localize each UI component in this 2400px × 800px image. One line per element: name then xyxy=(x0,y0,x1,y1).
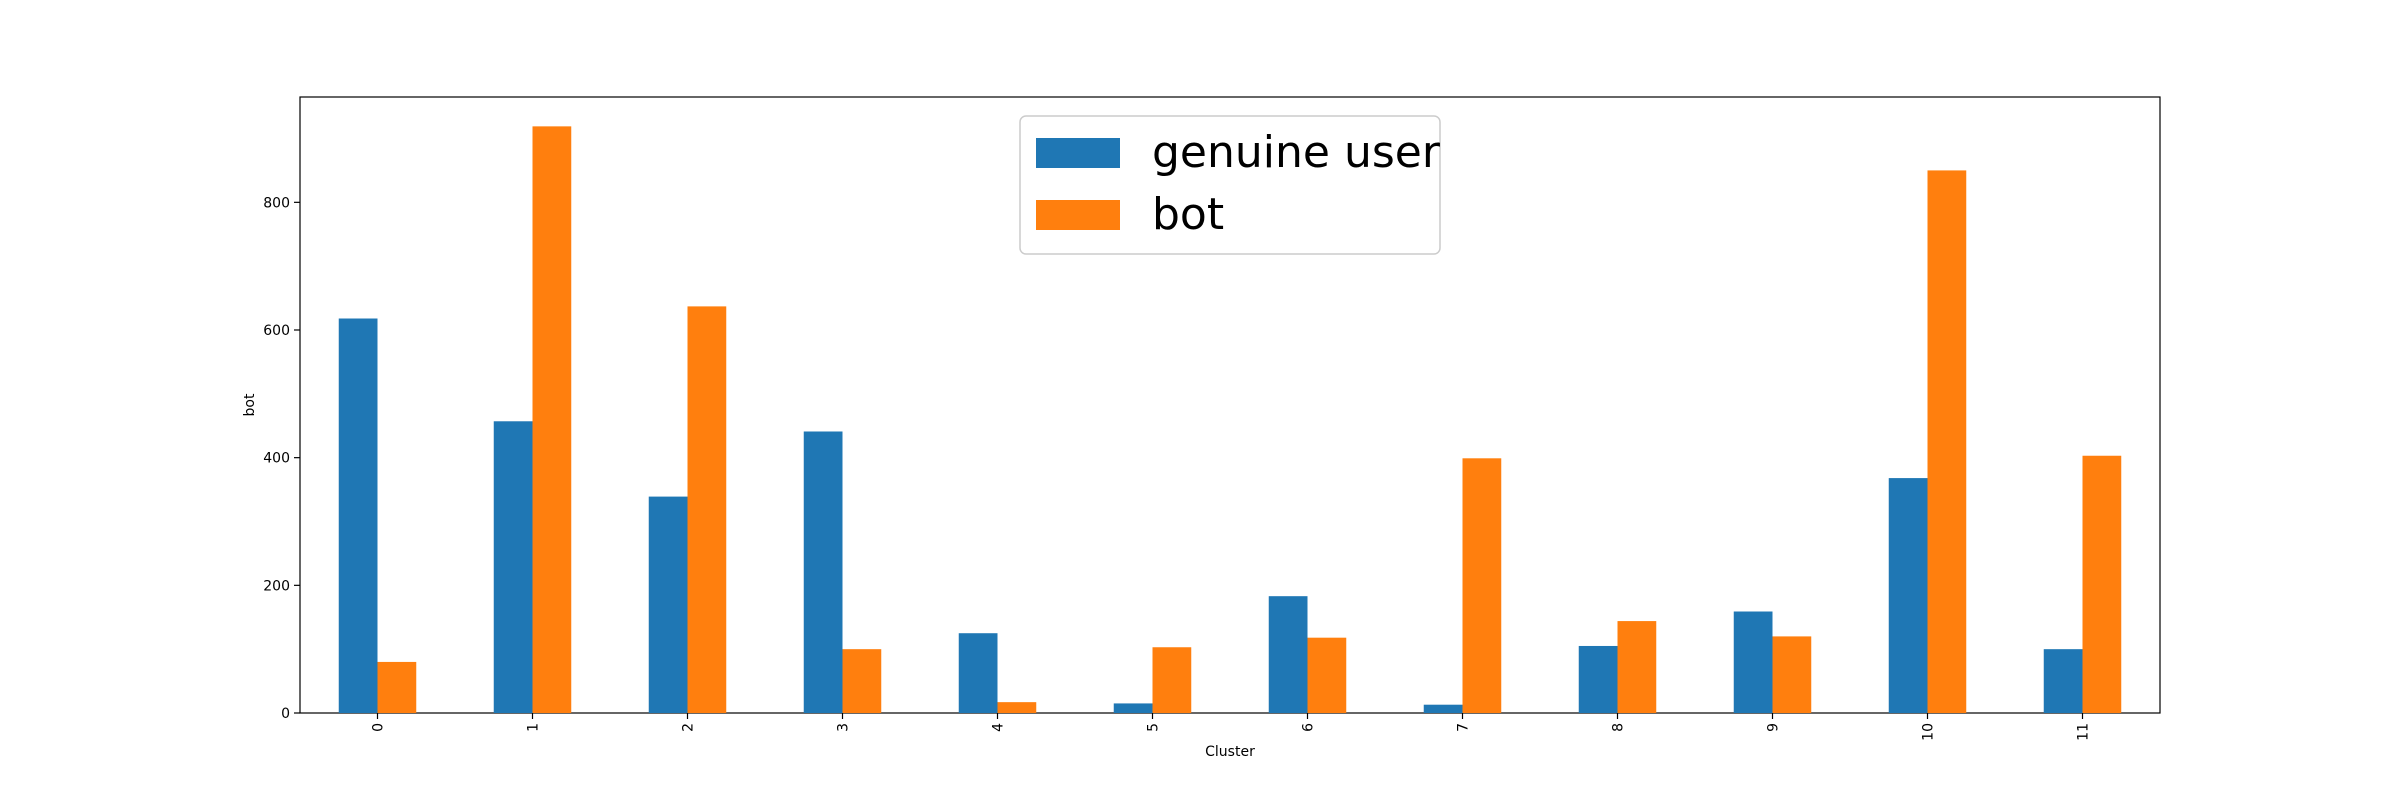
x-tick-label: 9 xyxy=(1766,723,1782,732)
x-tick-label: 5 xyxy=(1146,723,1162,732)
x-tick-label: 0 xyxy=(371,723,387,732)
y-tick-label: 400 xyxy=(263,451,290,467)
y-axis: 0 200 400 600 800 xyxy=(263,195,300,722)
bar-bot-3 xyxy=(842,649,882,713)
legend-swatch-genuine-user xyxy=(1036,138,1120,168)
y-tick-label: 0 xyxy=(281,706,290,722)
bar-genuine-user-0 xyxy=(338,318,378,713)
bar-genuine-user-9 xyxy=(1733,611,1773,713)
bar-genuine-user-3 xyxy=(803,431,843,713)
bar-genuine-user-4 xyxy=(958,633,998,713)
y-axis-label: bot xyxy=(242,393,258,416)
bar-genuine-user-2 xyxy=(648,496,688,713)
bars-layer xyxy=(338,126,2122,714)
bar-bot-0 xyxy=(377,661,417,713)
x-tick-label: 10 xyxy=(1921,723,1937,741)
legend: genuine user bot xyxy=(1019,115,1441,255)
x-tick-label: 3 xyxy=(836,723,852,732)
bar-bot-2 xyxy=(687,306,727,713)
bar-bot-10 xyxy=(1927,170,1967,713)
x-tick-label: 4 xyxy=(991,723,1007,732)
x-tick-label: 8 xyxy=(1611,723,1627,732)
y-tick-label: 600 xyxy=(263,323,290,339)
y-tick-label: 200 xyxy=(263,578,290,594)
bar-bot-7 xyxy=(1462,458,1502,713)
bar-genuine-user-6 xyxy=(1268,596,1308,713)
legend-label-genuine-user: genuine user xyxy=(1152,127,1441,178)
y-tick-label: 800 xyxy=(263,195,290,211)
bar-genuine-user-8 xyxy=(1578,645,1618,713)
legend-box xyxy=(1019,115,1441,255)
bar-bot-6 xyxy=(1307,637,1347,713)
x-axis-label: Cluster xyxy=(1205,744,1255,760)
bar-bot-11 xyxy=(2082,455,2122,713)
bar-genuine-user-10 xyxy=(1888,478,1928,713)
x-tick-label: 2 xyxy=(681,723,697,732)
bar-genuine-user-5 xyxy=(1113,703,1153,713)
bar-bot-8 xyxy=(1617,621,1657,713)
x-tick-label: 11 xyxy=(2076,723,2092,741)
bar-bot-9 xyxy=(1772,636,1812,713)
x-tick-label: 7 xyxy=(1456,723,1472,732)
plot-area-frame xyxy=(299,96,2161,714)
legend-swatch-bot xyxy=(1036,200,1120,230)
bar-genuine-user-1 xyxy=(493,421,533,713)
legend-label-bot: bot xyxy=(1152,189,1224,240)
bar-bot-5 xyxy=(1152,647,1192,713)
x-tick-label: 6 xyxy=(1301,723,1317,732)
bar-bot-4 xyxy=(997,702,1037,713)
x-axis: 0 1 2 3 4 5 6 7 8 9 10 11 xyxy=(371,713,2092,741)
bar-genuine-user-7 xyxy=(1423,704,1463,713)
x-tick-label: 1 xyxy=(526,723,542,732)
bar-genuine-user-11 xyxy=(2043,649,2083,713)
bar-bot-1 xyxy=(532,126,572,714)
